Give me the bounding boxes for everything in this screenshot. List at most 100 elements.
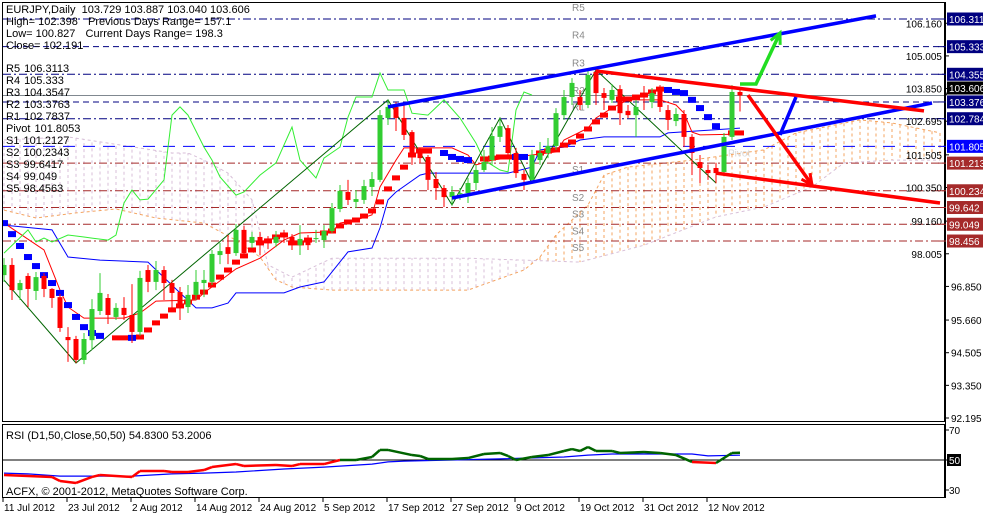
candle[interactable] (233, 223, 239, 256)
candle[interactable] (273, 231, 279, 248)
candle[interactable] (369, 171, 375, 196)
candle[interactable] (33, 272, 39, 300)
candle[interactable] (73, 335, 79, 364)
candle[interactable] (145, 264, 151, 293)
candle[interactable] (25, 273, 31, 308)
candle[interactable] (249, 231, 255, 248)
candle[interactable] (321, 225, 327, 248)
candle[interactable] (65, 327, 71, 362)
pivot-text-r1: R1 102.7837 (6, 111, 74, 123)
candle[interactable] (57, 294, 63, 332)
candle[interactable] (545, 138, 551, 159)
candle[interactable] (81, 333, 87, 365)
candle[interactable] (353, 190, 359, 209)
candle[interactable] (281, 229, 287, 243)
candle-body (649, 93, 655, 103)
candle[interactable] (2, 258, 7, 282)
candle[interactable] (713, 162, 719, 183)
sar-dot-above (664, 86, 672, 93)
candle[interactable] (497, 117, 503, 142)
candle[interactable] (361, 179, 367, 204)
candle[interactable] (553, 108, 559, 150)
candle[interactable] (569, 78, 575, 105)
candle-body (281, 233, 287, 237)
candle[interactable] (241, 225, 247, 259)
candle[interactable] (649, 87, 655, 109)
candle[interactable] (705, 164, 711, 180)
candle[interactable] (297, 225, 303, 256)
candle[interactable] (9, 258, 15, 300)
candle[interactable] (521, 169, 527, 191)
candle[interactable] (177, 286, 183, 321)
candle[interactable] (633, 99, 639, 137)
date-tick-label: 12 Nov 2012 (708, 503, 765, 514)
candle[interactable] (337, 184, 343, 213)
candle[interactable] (209, 249, 215, 286)
candle[interactable] (721, 132, 727, 176)
candle[interactable] (577, 89, 583, 111)
candle[interactable] (401, 104, 407, 141)
candle[interactable] (729, 85, 735, 141)
candle[interactable] (161, 266, 167, 300)
candle[interactable] (129, 284, 135, 343)
candle[interactable] (673, 108, 679, 127)
candle[interactable] (97, 273, 103, 315)
candle[interactable] (465, 177, 471, 204)
candle[interactable] (41, 273, 47, 298)
candle[interactable] (609, 84, 615, 103)
candle[interactable] (225, 234, 231, 265)
candle[interactable] (417, 147, 423, 163)
candle[interactable] (121, 297, 127, 321)
candle[interactable] (561, 89, 567, 120)
candle[interactable] (169, 279, 175, 313)
candle[interactable] (217, 242, 223, 265)
candle[interactable] (681, 110, 687, 148)
candle[interactable] (409, 130, 415, 165)
candle[interactable] (193, 270, 199, 300)
candle[interactable] (665, 104, 671, 131)
candle[interactable] (137, 270, 143, 336)
kijun-sen-line (3, 127, 741, 309)
candle[interactable] (441, 184, 447, 207)
candle[interactable] (305, 234, 311, 250)
candle[interactable] (585, 69, 591, 109)
candle[interactable] (593, 69, 599, 105)
candle[interactable] (625, 104, 631, 118)
candle[interactable] (505, 125, 511, 157)
candle[interactable] (105, 294, 111, 325)
candle[interactable] (641, 86, 647, 111)
candle[interactable] (113, 303, 119, 321)
candle[interactable] (49, 288, 55, 308)
candle[interactable] (601, 87, 607, 111)
candle[interactable] (89, 299, 95, 351)
candle[interactable] (433, 171, 439, 200)
candle[interactable] (617, 85, 623, 126)
pivot-chart-label-r2: R2 (572, 86, 585, 97)
candle[interactable] (737, 87, 743, 112)
candle[interactable] (17, 279, 23, 300)
candle[interactable] (385, 99, 391, 126)
candle[interactable] (481, 149, 487, 172)
candle[interactable] (529, 149, 535, 183)
candle[interactable] (289, 234, 295, 250)
candle[interactable] (265, 236, 271, 250)
candle[interactable] (537, 141, 543, 165)
candle[interactable] (185, 285, 191, 313)
candle[interactable] (425, 154, 431, 191)
candle[interactable] (153, 260, 159, 291)
candle[interactable] (257, 231, 263, 256)
candle[interactable] (313, 229, 319, 243)
candle[interactable] (697, 154, 703, 183)
candle[interactable] (489, 127, 495, 165)
candle[interactable] (513, 147, 519, 178)
candle[interactable] (657, 85, 663, 113)
candle[interactable] (377, 110, 383, 183)
candle[interactable] (473, 164, 479, 191)
candle[interactable] (449, 186, 455, 206)
candle[interactable] (329, 203, 335, 234)
candle[interactable] (689, 134, 695, 176)
candle[interactable] (201, 270, 207, 298)
candle-body (89, 309, 95, 341)
candle[interactable] (345, 179, 351, 206)
